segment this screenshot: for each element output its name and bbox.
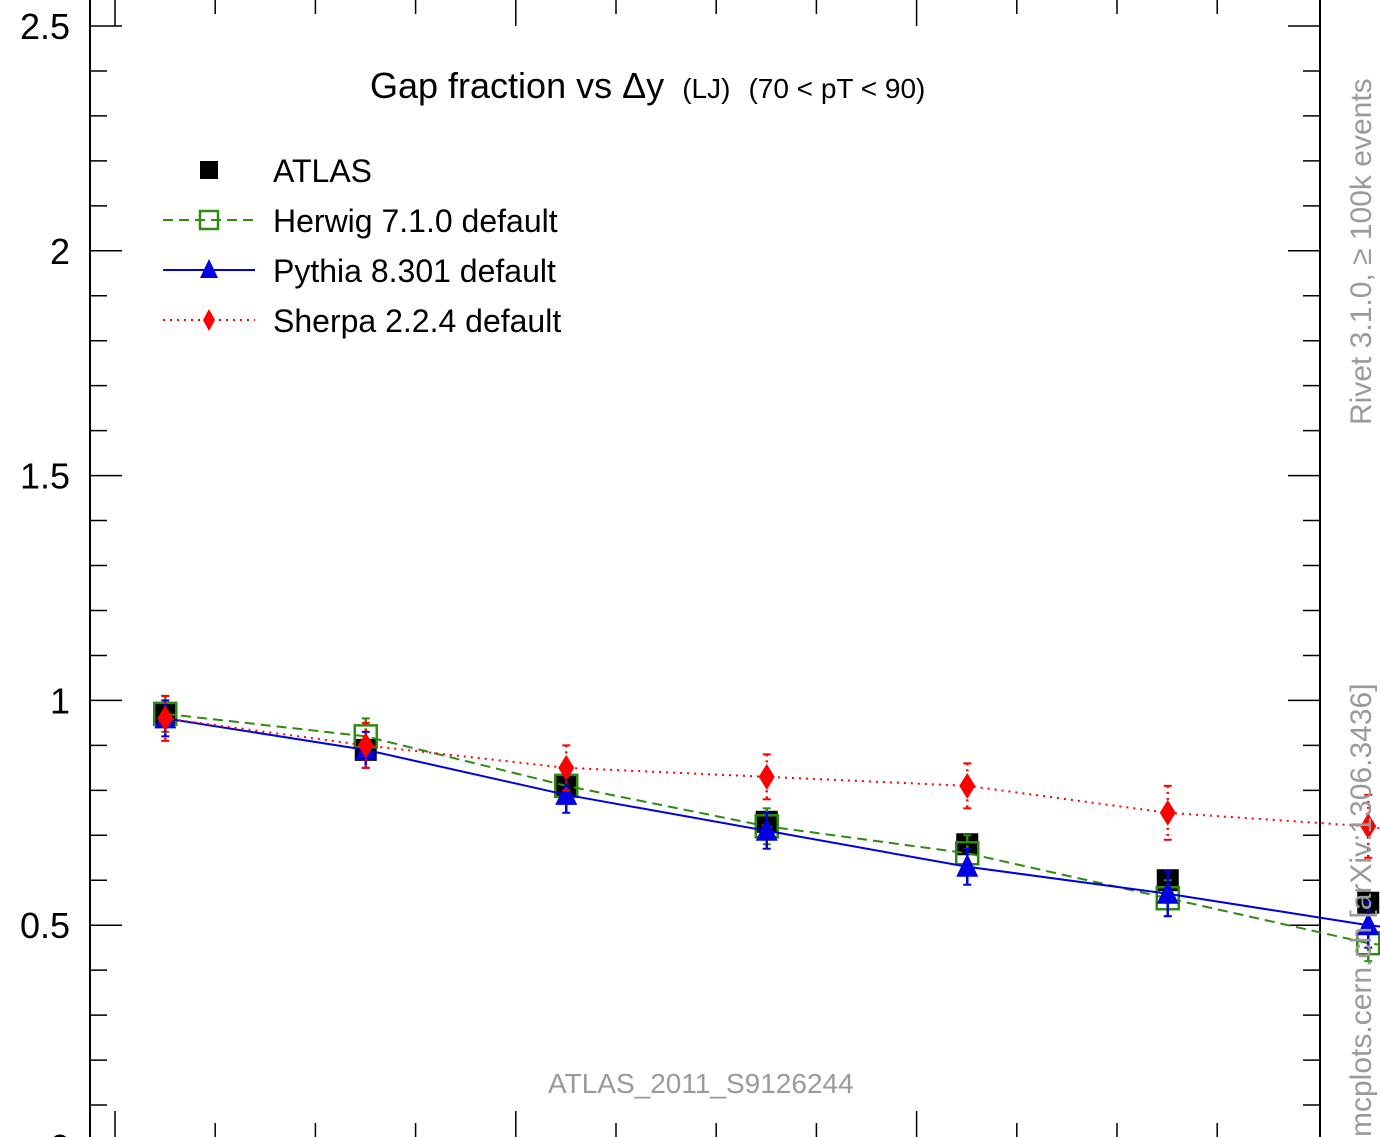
series-line	[165, 712, 1380, 946]
y-tick-label: 0.5	[20, 905, 70, 946]
legend-entry: Sherpa 2.2.4 default	[163, 303, 561, 339]
series-2	[154, 699, 1380, 949]
series-1	[153, 694, 1380, 963]
pythia-marker	[956, 853, 979, 877]
chart-title-symbol: Δy	[622, 65, 664, 106]
analysis-watermark: ATLAS_2011_S9126244	[548, 1068, 854, 1099]
legend-label: Herwig 7.1.0 default	[273, 203, 558, 239]
legend: ATLAS Herwig 7.1.0 default Pythia 8.301 de…	[163, 153, 561, 339]
y-tick-label: 2.5	[20, 6, 70, 47]
series-0	[154, 702, 1380, 914]
chart-title: Gap fraction vs Δy (LJ) (70 < pT < 90)	[370, 65, 925, 106]
pythia-marker	[200, 259, 218, 278]
sherpa-marker	[357, 732, 374, 759]
legend-entry: Pythia 8.301 default	[163, 253, 556, 289]
legend-entry: Herwig 7.1.0 default	[163, 203, 558, 239]
pythia-marker	[755, 817, 778, 841]
pythia-marker	[1357, 912, 1380, 936]
legend-label: Sherpa 2.2.4 default	[273, 303, 561, 339]
atlas-marker	[956, 833, 979, 856]
pythia-marker	[1156, 880, 1179, 904]
series-3	[157, 694, 1380, 859]
sherpa-marker	[558, 754, 575, 781]
legend-label: ATLAS	[273, 153, 372, 189]
y-tick-label-zero: 0	[50, 1127, 70, 1137]
herwig-marker	[198, 209, 220, 231]
axis-ticks	[90, 0, 1320, 1137]
y-tick-label: 1.5	[20, 456, 70, 497]
chart-title-sub: (LJ)	[682, 73, 730, 104]
plot-frame	[89, 0, 1321, 1137]
sherpa-marker	[1159, 799, 1176, 826]
legend-label: Pythia 8.301 default	[273, 253, 556, 289]
pythia-marker	[555, 781, 578, 805]
sherpa-marker	[959, 772, 976, 799]
chart-title-range: (70 < pT < 90)	[748, 73, 925, 104]
sherpa-marker	[203, 309, 215, 331]
series-line	[165, 717, 1380, 830]
axis-tick-labels: 0.5 1 1.5 2 2.5 0	[20, 6, 70, 1137]
rivet-version-label: Rivet 3.1.0, ≥ 100k events	[1345, 78, 1378, 425]
sherpa-marker	[1360, 813, 1377, 840]
series-line	[165, 717, 1380, 928]
sherpa-marker	[157, 705, 174, 732]
chart-title-main: Gap fraction vs	[370, 65, 612, 106]
data-series	[153, 694, 1380, 963]
y-tick-label: 1	[50, 680, 70, 721]
legend-entry: ATLAS	[200, 153, 372, 189]
y-tick-label: 2	[50, 231, 70, 272]
atlas-marker	[200, 161, 218, 179]
mcplots-source-label: mcplots.cern.ch [arXiv:1306.3436]	[1345, 683, 1378, 1137]
sherpa-marker	[758, 763, 775, 790]
